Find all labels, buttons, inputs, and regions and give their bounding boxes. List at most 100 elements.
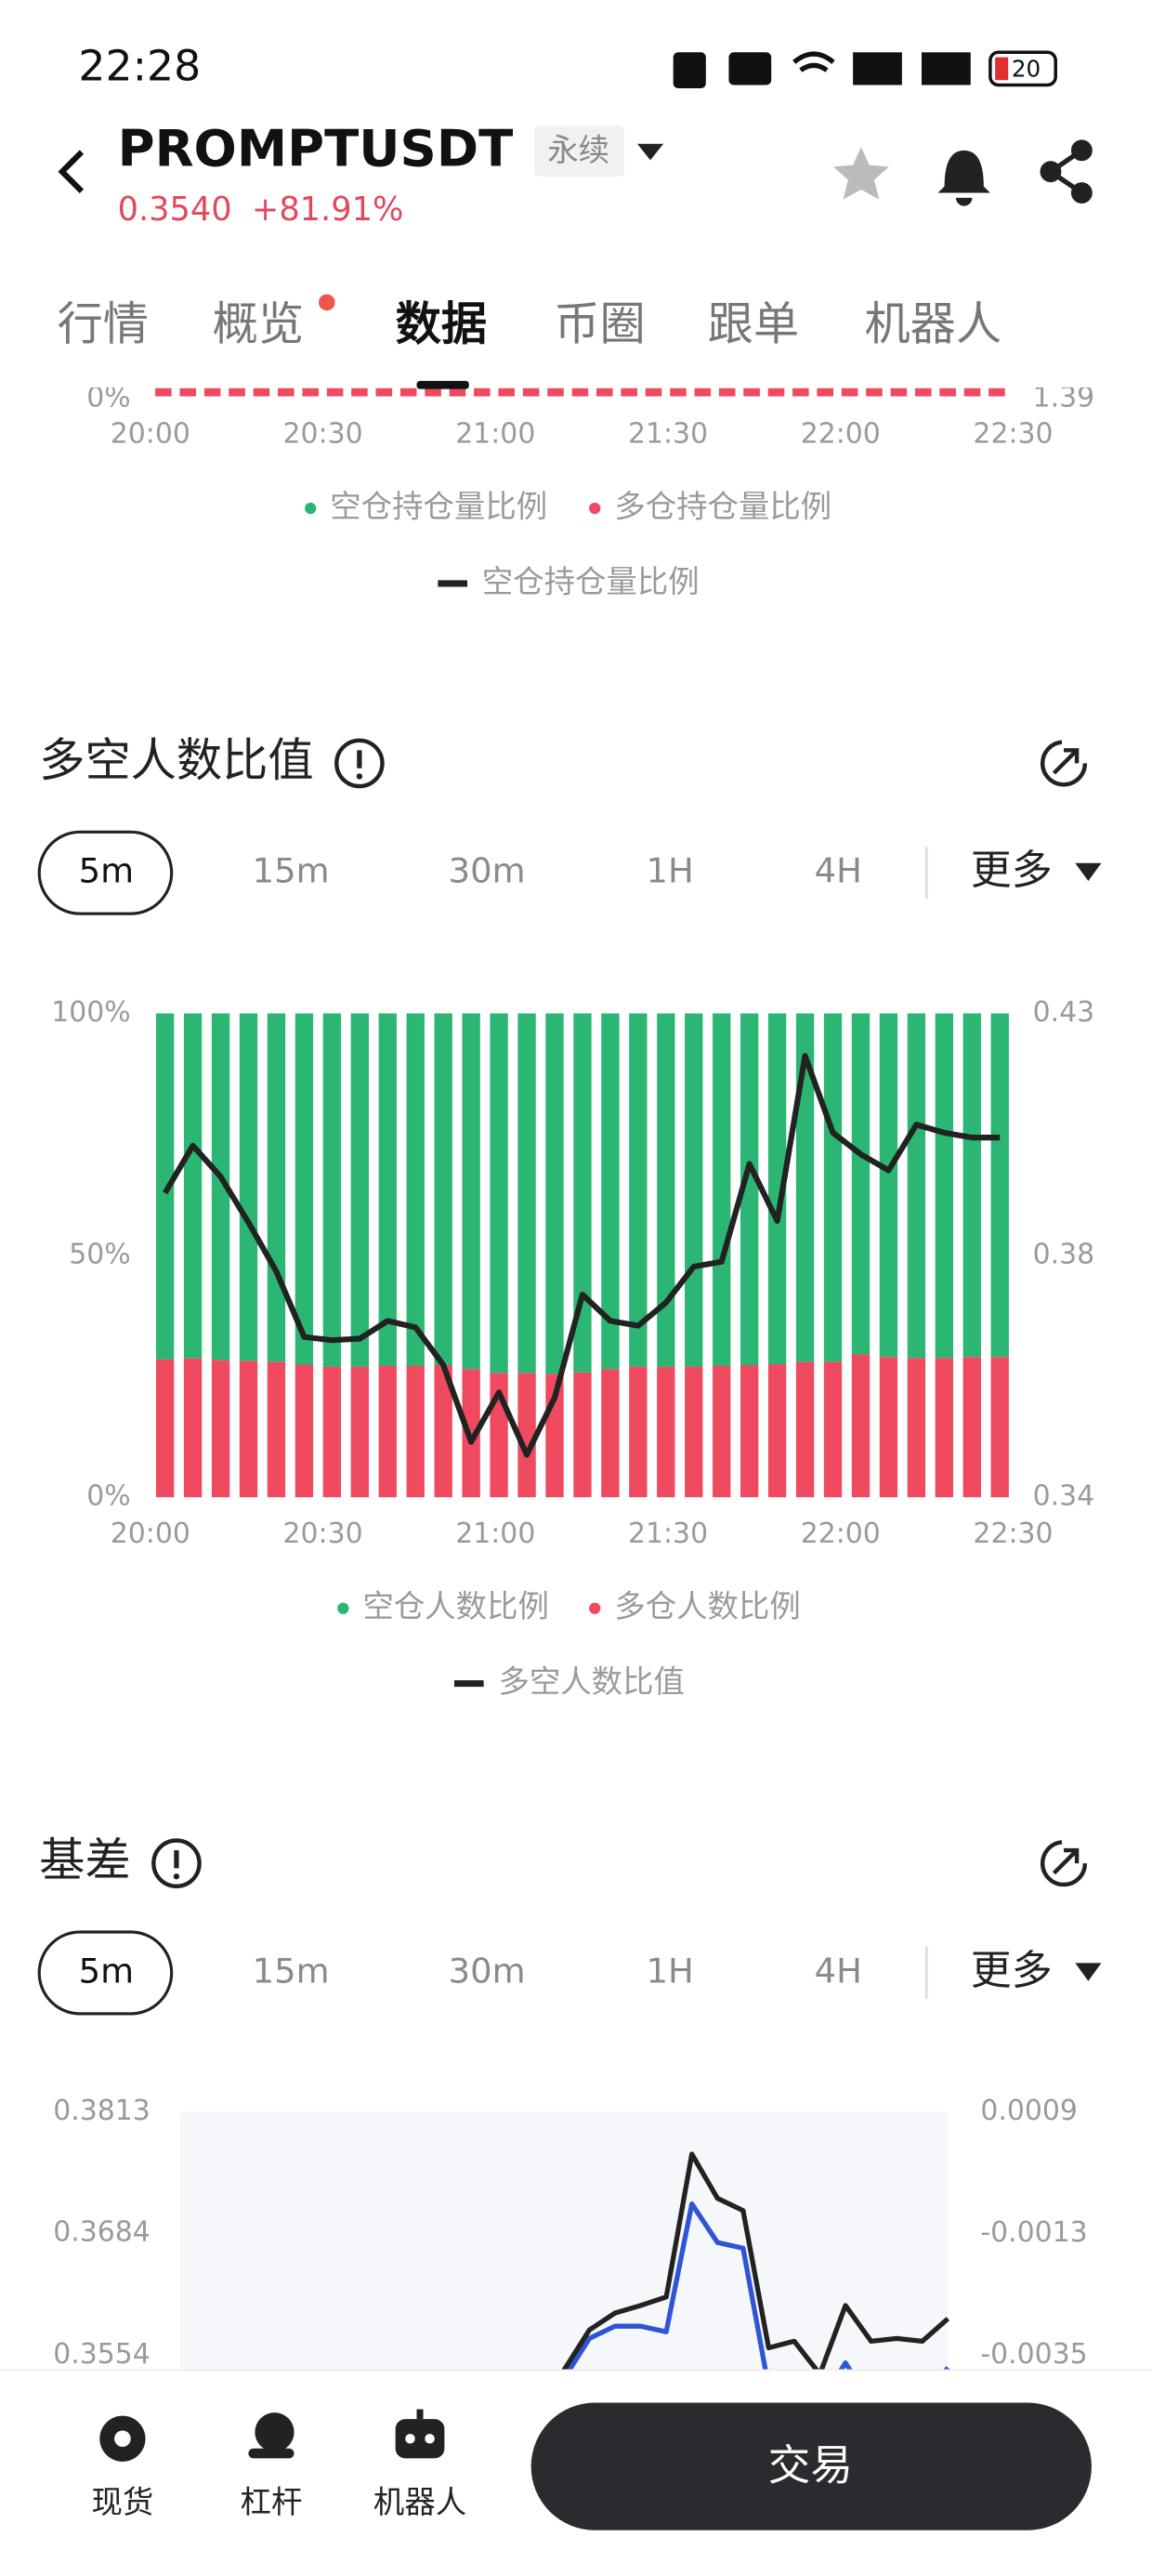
bar-segment bbox=[740, 1013, 759, 1366]
status-time: 22:28 bbox=[78, 41, 201, 90]
bar-segment bbox=[545, 1013, 564, 1374]
bar-segment bbox=[211, 1013, 230, 1360]
tab[interactable]: 币圈 bbox=[554, 296, 645, 350]
alert[interactable] bbox=[937, 150, 990, 206]
bar-segment bbox=[657, 1366, 675, 1498]
expand-arrow bbox=[1052, 1847, 1080, 1875]
bar-segment bbox=[155, 1013, 175, 1360]
bar-segment bbox=[713, 1013, 731, 1366]
tab[interactable]: 概览 bbox=[213, 296, 304, 350]
bar-segment bbox=[851, 1013, 871, 1355]
bar-segment bbox=[907, 1358, 926, 1498]
bar-segment bbox=[322, 1013, 342, 1367]
info-icon[interactable] bbox=[151, 1838, 202, 1888]
nav-item[interactable]: 杠杆 bbox=[241, 2484, 303, 2520]
interval[interactable]: 15m bbox=[253, 1951, 330, 1991]
bar-segment bbox=[378, 1365, 397, 1498]
y-tick-label: 0.3813 bbox=[53, 2095, 151, 2127]
tab[interactable]: 机器人 bbox=[864, 296, 1001, 350]
bar-segment bbox=[935, 1358, 954, 1498]
bar-segment bbox=[267, 1013, 286, 1362]
status-icons: 20 bbox=[673, 50, 1057, 88]
line bbox=[162, 1053, 1001, 1458]
legend-label: 多仓人数比例 bbox=[614, 1588, 800, 1624]
legend-label: 多仓持仓量比例 bbox=[614, 489, 831, 525]
interval[interactable]: 1H bbox=[647, 851, 694, 891]
x-tick-label: 22:00 bbox=[801, 417, 881, 450]
interval-selected[interactable] bbox=[37, 830, 174, 915]
bar-segment bbox=[239, 1013, 258, 1361]
interval[interactable]: 5m bbox=[79, 1951, 134, 1991]
x-tick-label: 20:00 bbox=[111, 1518, 190, 1550]
bar-segment bbox=[879, 1013, 898, 1358]
bar-segment bbox=[740, 1365, 759, 1498]
bar-segment bbox=[517, 1013, 536, 1373]
y2-tick-label: -0.0013 bbox=[980, 2216, 1087, 2249]
y2-tick-label: 0.38 bbox=[1033, 1238, 1095, 1270]
bar-segment bbox=[406, 1013, 425, 1366]
content: 20:00 20:30 21:00 21:30 22:00 22:300% 1.39空仓持仓… bbox=[37, 382, 1102, 2465]
bar-segment bbox=[879, 1357, 898, 1498]
bar-segment bbox=[823, 1013, 843, 1362]
legend-dot bbox=[305, 502, 317, 515]
info-icon[interactable] bbox=[334, 738, 385, 789]
interval-selected[interactable] bbox=[37, 1930, 174, 2016]
back-button[interactable] bbox=[58, 150, 85, 193]
more-arrow bbox=[1075, 1963, 1102, 1981]
interval[interactable]: 1H bbox=[647, 1951, 694, 1991]
nav: 现货 杠杆 机器人 bbox=[92, 2484, 467, 2520]
trade-label[interactable]: 交易 bbox=[768, 2440, 853, 2490]
bar-segment bbox=[183, 1358, 203, 1498]
bar-segment bbox=[267, 1361, 286, 1498]
dropdown[interactable] bbox=[636, 143, 664, 161]
nav-icons bbox=[99, 2409, 445, 2462]
legend-label: 空仓人数比例 bbox=[362, 1588, 548, 1624]
bar-segment bbox=[601, 1013, 620, 1370]
bar-segment bbox=[851, 1354, 871, 1498]
tab[interactable]: 数据 bbox=[396, 296, 487, 350]
y-tick-label: 100% bbox=[51, 996, 130, 1029]
bar-segment bbox=[629, 1013, 648, 1367]
expand-icon[interactable] bbox=[1040, 740, 1088, 787]
bar-segment bbox=[378, 1013, 397, 1366]
share[interactable] bbox=[1040, 139, 1093, 204]
interval[interactable]: 30m bbox=[449, 851, 526, 891]
tab[interactable]: 跟单 bbox=[708, 296, 799, 350]
bar-segment bbox=[350, 1013, 369, 1367]
bar-segment bbox=[517, 1373, 536, 1498]
more-arrow bbox=[1075, 862, 1102, 882]
nav-item[interactable]: 现货 bbox=[92, 2484, 154, 2520]
x-tick-label: 22:30 bbox=[973, 417, 1053, 450]
y-tick-label: 0.3554 bbox=[53, 2338, 151, 2371]
interval[interactable]: 5m bbox=[79, 851, 134, 891]
bar-segment bbox=[239, 1360, 258, 1498]
bar-segment bbox=[406, 1365, 425, 1498]
tag-bg bbox=[534, 125, 624, 177]
interval[interactable]: 15m bbox=[253, 851, 330, 891]
section-title: 基差 bbox=[39, 1833, 130, 1887]
bar-segment bbox=[713, 1365, 731, 1498]
bar-segment bbox=[990, 1357, 1009, 1498]
bar-segment bbox=[490, 1013, 508, 1373]
x-tick-label: 22:30 bbox=[973, 1518, 1053, 1550]
interval[interactable]: 30m bbox=[449, 1951, 526, 1991]
legend-dot bbox=[589, 502, 601, 515]
nav-item[interactable]: 机器人 bbox=[373, 2484, 466, 2520]
contract-tag[interactable]: 永续 bbox=[547, 132, 609, 168]
bar-segment bbox=[155, 1359, 175, 1498]
legend-label: 空仓持仓量比例 bbox=[330, 489, 547, 525]
expand-icon[interactable] bbox=[1040, 1840, 1088, 1887]
tab[interactable]: 行情 bbox=[58, 296, 149, 350]
trade-button[interactable] bbox=[530, 2402, 1092, 2530]
tab-bar: 行情 概览 数据 币圈 跟单 机器人 bbox=[58, 296, 1002, 350]
interval-more[interactable]: 更多 bbox=[971, 847, 1053, 894]
interval[interactable]: 4H bbox=[815, 1951, 862, 1991]
favorite[interactable] bbox=[833, 147, 889, 200]
price: 0.3540 bbox=[118, 191, 232, 229]
bar-segment bbox=[685, 1013, 703, 1367]
interval[interactable]: 4H bbox=[815, 851, 862, 891]
interval-more[interactable]: 更多 bbox=[971, 1947, 1053, 1994]
bar-segment bbox=[962, 1013, 981, 1358]
bar-segment bbox=[629, 1366, 648, 1498]
